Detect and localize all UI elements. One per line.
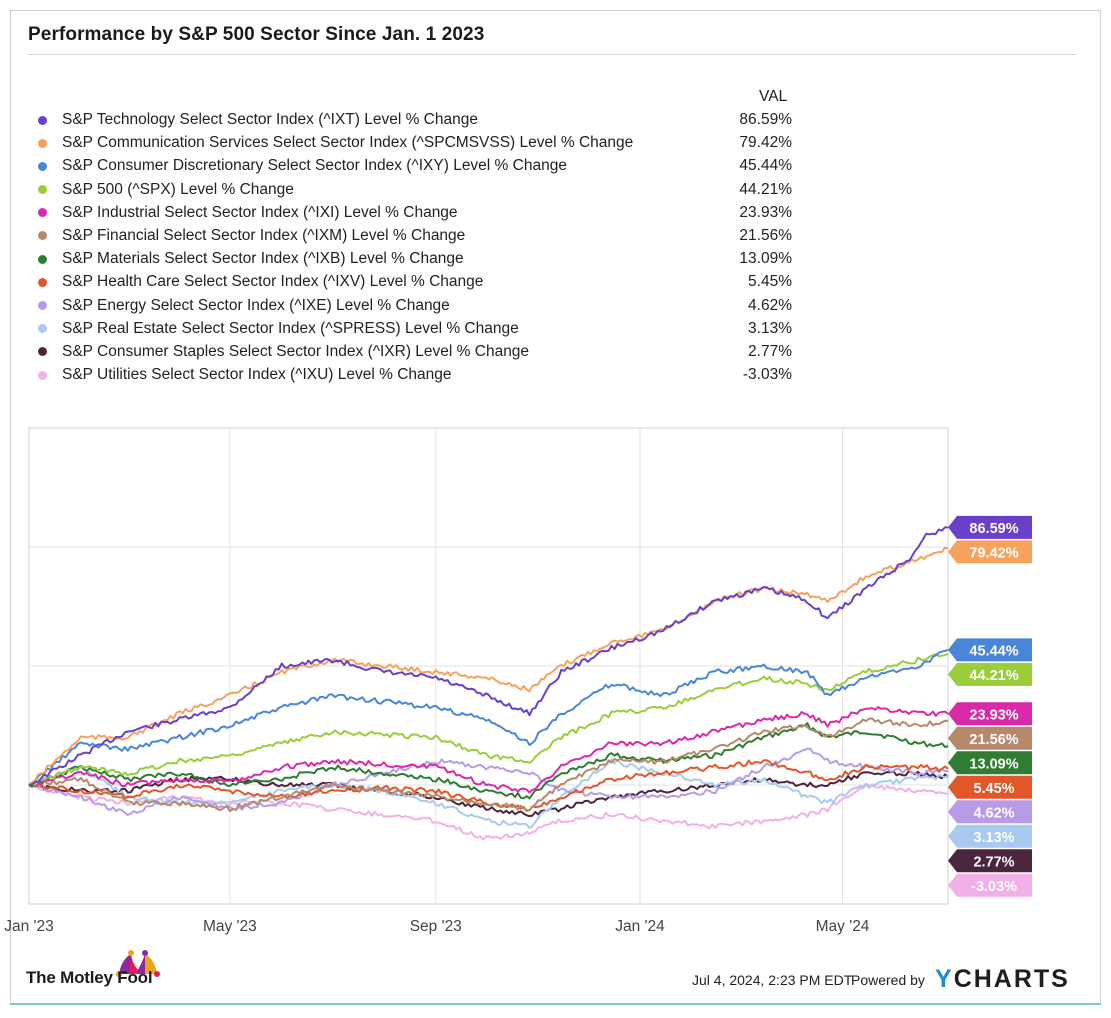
x-tick-label: May '23 [203,918,257,935]
legend-dot-icon [38,370,47,380]
legend-item-value: 13.09% [739,250,792,268]
legend-item-value: 5.45% [748,273,792,291]
legend-dot-icon [38,301,47,310]
bottom-accent-rule [10,1003,1101,1005]
legend-item-label: S&P Real Estate Select Sector Index (^SP… [62,319,519,337]
legend-dot-icon [38,208,47,218]
series-line [28,717,949,813]
series-end-tag [948,824,1032,848]
legend-item-value: 2.77% [748,342,792,360]
series-end-tag [948,515,1032,539]
x-tick-label: Sep '23 [410,918,462,935]
series-end-tag [948,751,1032,775]
legend-item-label: S&P Materials Select Sector Index (^IXB)… [62,250,464,268]
series-end-label: 2.77% [973,854,1014,870]
legend-dot-icon [38,347,47,357]
series-end-tag [948,662,1032,686]
legend-item-label: S&P Health Care Select Sector Index (^IX… [62,273,484,291]
series-end-tag [948,540,1032,564]
legend-item: S&P Consumer Staples Select Sector Index… [38,340,798,363]
series-end-label: 3.13% [973,830,1014,846]
legend-item-value: 21.56% [739,226,792,244]
footer-powered-by: Powered by [851,972,925,988]
legend-item-value: 3.13% [748,319,792,337]
series-end-tag [948,800,1032,824]
series-end-tag [948,726,1032,750]
series-line [28,648,949,786]
legend-dot-icon [38,138,47,148]
legend-item-label: S&P Technology Select Sector Index (^IXT… [62,111,478,128]
series-end-tag [948,702,1032,726]
legend-item-value: -3.03% [742,366,792,384]
series-end-tag [948,849,1032,873]
series-end-label: 5.45% [973,781,1014,797]
series-line [28,747,949,816]
legend-dot-icon [38,185,47,195]
series-end-tag [948,638,1032,662]
legend-item: S&P Technology Select Sector Index (^IXT… [38,108,798,131]
series-end-label: 23.93% [969,707,1018,723]
legend-item: S&P Health Care Select Sector Index (^IX… [38,270,798,293]
legend-dot-icon [38,161,47,171]
legend-item: S&P Energy Select Sector Index (^IXE) Le… [38,294,798,317]
legend-dot-icon [38,277,47,287]
chart-title: Performance by S&P 500 Sector Since Jan.… [28,24,485,45]
series-end-tag [948,775,1032,799]
legend-dot-icon [38,115,47,125]
legend-item-label: S&P Communication Services Select Sector… [62,134,634,152]
x-tick-label: Jan '24 [615,918,665,935]
legend-item-label: S&P Consumer Discretionary Select Sector… [62,157,567,175]
footer-timestamp: Jul 4, 2024, 2:23 PM EDT [692,972,853,988]
legend-item: S&P Financial Select Sector Index (^IXM)… [38,224,798,247]
legend-item-label: S&P Industrial Select Sector Index (^IXI… [62,203,458,221]
series-line [28,652,949,786]
legend-item: S&P Consumer Discretionary Select Sector… [38,154,798,177]
legend-dot-icon [38,231,47,241]
series-line [28,706,949,794]
ycharts-logo-text: CHARTS [953,965,1070,993]
title-divider [28,54,1076,55]
legend-item: S&P Utilities Select Sector Index (^IXU)… [38,363,798,386]
x-tick-label: May '24 [816,918,870,935]
series-end-label: 45.44% [969,643,1018,659]
series-end-label: 44.21% [969,668,1018,684]
legend-item: S&P Real Estate Select Sector Index (^SP… [38,317,798,340]
series-end-label: 86.59% [969,521,1018,537]
legend-item-label: S&P Utilities Select Sector Index (^IXU)… [62,366,452,384]
series-line [28,526,948,786]
legend-item-label: S&P 500 (^SPX) Level % Change [62,180,294,198]
legend-item-value: 86.59% [739,111,792,128]
series-end-label: 79.42% [969,545,1018,561]
legend-item-label: S&P Financial Select Sector Index (^IXM)… [62,226,466,244]
series-line [28,546,949,786]
series-end-label: 21.56% [969,732,1018,748]
jester-hat-icon [116,950,160,977]
motley-fool-logo: The Motley Fool [26,968,153,987]
legend-item: S&P 500 (^SPX) Level % Change 44.21% [38,178,798,201]
legend-item-label: S&P Consumer Staples Select Sector Index… [62,342,530,360]
series-end-label: -3.03% [971,879,1017,895]
legend-item: S&P Materials Select Sector Index (^IXB)… [38,247,798,270]
legend-item-value: 4.62% [748,296,792,314]
ycharts-logo: YCHARTS [935,965,1070,994]
legend-item-value: 45.44% [739,157,792,175]
legend-dot-icon [38,324,47,334]
legend-item-value: 79.42% [739,134,792,152]
ycharts-logo-y: Y [935,965,954,993]
legend-item: S&P Industrial Select Sector Index (^IXI… [38,201,798,224]
legend-item-value: 23.93% [739,203,792,221]
series-end-label: 13.09% [969,756,1018,772]
legend-item: S&P Communication Services Select Sector… [38,131,798,154]
legend: S&P Technology Select Sector Index (^IXT… [38,108,798,386]
x-tick-label: Jan '23 [4,918,54,935]
legend-item-value: 44.21% [739,180,792,198]
series-end-label: 4.62% [973,805,1014,821]
legend-dot-icon [38,254,47,264]
series-end-tag [948,873,1032,897]
legend-item-label: S&P Energy Select Sector Index (^IXE) Le… [62,296,450,314]
legend-value-heading: VAL [759,88,788,105]
